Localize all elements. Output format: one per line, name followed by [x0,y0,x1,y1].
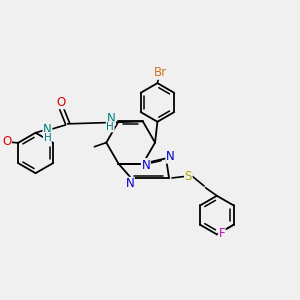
Text: O: O [2,135,11,148]
Text: N: N [142,159,150,172]
Text: N: N [166,150,175,163]
Text: H: H [44,133,51,142]
Text: N: N [125,177,134,190]
Text: N: N [107,112,116,125]
Text: N: N [43,123,52,136]
Text: O: O [56,96,65,109]
Text: Br: Br [154,66,167,79]
Text: H: H [106,122,114,132]
Text: F: F [218,226,225,240]
Text: S: S [185,170,192,183]
